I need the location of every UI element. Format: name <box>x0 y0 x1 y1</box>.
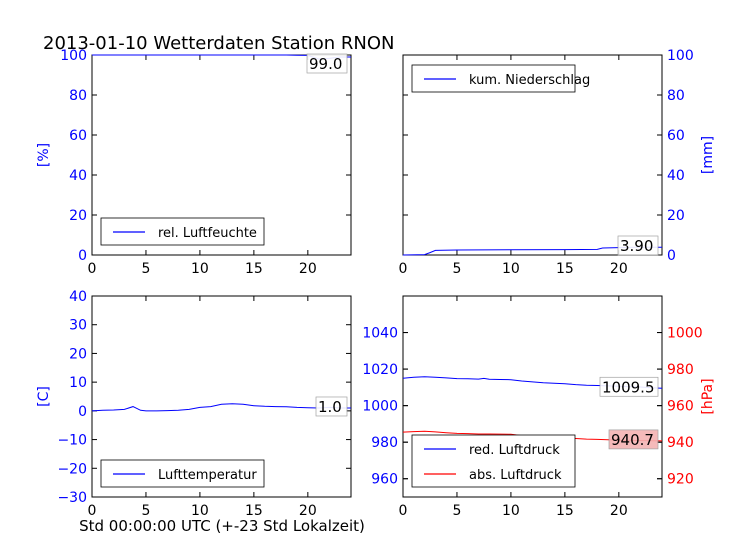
y-tick-label: 10 <box>69 375 87 391</box>
y-tick-label-right: 1000 <box>667 326 703 342</box>
x-axis-label: Std 00:00:00 UTC (+-23 Std Lokalzeit) <box>79 517 365 535</box>
y-tick-label: 0 <box>667 248 676 264</box>
y-axis-label: [hPa] <box>700 378 716 414</box>
x-tick-label: 5 <box>452 261 461 277</box>
y-tick-label: 60 <box>667 128 685 144</box>
y-tick-label: 0 <box>78 248 87 264</box>
y-tick-label-left: 1040 <box>362 326 398 342</box>
x-tick-label: 0 <box>88 261 97 277</box>
legend-box <box>100 459 265 488</box>
x-tick-label: 20 <box>299 261 317 277</box>
x-tick-label: 5 <box>452 503 461 519</box>
y-tick-label-left: 1020 <box>362 362 398 378</box>
x-tick-label: 15 <box>245 503 263 519</box>
y-tick-label: 60 <box>69 128 87 144</box>
legend-label: red. Luftdruck <box>469 443 560 458</box>
y-tick-label-right: 960 <box>667 399 694 415</box>
legend-label: rel. Luftfeuchte <box>158 226 257 241</box>
x-tick-label: 15 <box>556 503 574 519</box>
legend-label: kum. Niederschlag <box>469 73 590 88</box>
value-annotation-box <box>315 396 348 417</box>
value-annotation: 1.0 <box>318 398 342 416</box>
panel-temperature: 0 5 10 15 20 −30 −20 −10 0 10 20 30 40 [C] 1.0 Lufttemp… <box>36 289 352 519</box>
y-tick-label: 40 <box>69 289 87 305</box>
y-tick-label: 20 <box>69 346 87 362</box>
y-tick-label: 40 <box>667 168 685 184</box>
x-tick-label: 0 <box>399 261 408 277</box>
y-tick-label: 100 <box>667 48 694 64</box>
value-annotation: 940.7 <box>611 431 654 449</box>
x-tick-label: 10 <box>191 261 209 277</box>
x-tick-label: 5 <box>141 261 150 277</box>
y-tick-label-right: 920 <box>667 472 694 488</box>
legend-label: Lufttemperatur <box>158 468 257 483</box>
value-annotation-box <box>599 376 659 397</box>
x-tick-label: 5 <box>141 503 150 519</box>
value-annotation-box <box>306 53 348 74</box>
y-tick-label: 100 <box>60 48 87 64</box>
axes-frame <box>91 295 352 498</box>
y-tick-label: 40 <box>69 168 87 184</box>
value-annotation-box <box>617 235 659 256</box>
x-tick-label: 15 <box>245 261 263 277</box>
y-tick-label: 80 <box>69 88 87 104</box>
x-tick-label: 0 <box>399 503 408 519</box>
axes-frame <box>402 295 663 498</box>
x-tick-label: 20 <box>610 261 628 277</box>
y-tick-label: −10 <box>57 433 87 449</box>
y-tick-label: 30 <box>69 318 87 334</box>
chart-title: 2013-01-10 Wetterdaten Station RNON <box>43 33 394 54</box>
value-annotation: 3.90 <box>620 237 653 255</box>
value-annotation-box <box>608 429 659 450</box>
y-tick-label-left: 980 <box>371 435 398 451</box>
value-annotation: 99.0 <box>309 55 342 73</box>
legend-box <box>100 217 265 246</box>
y-axis-label: [mm] <box>700 136 716 174</box>
y-tick-label-left: 960 <box>371 472 398 488</box>
y-tick-label: 20 <box>667 208 685 224</box>
x-tick-label: 20 <box>299 503 317 519</box>
axes-frame <box>402 54 663 256</box>
x-tick-label: 15 <box>556 261 574 277</box>
y-axis-label: [%] <box>36 143 52 167</box>
panel-precipitation: 0 5 10 15 20 0 20 40 60 80 100 [mm] 3.90 kum. Nieders… <box>399 48 716 277</box>
panel-humidity: 0 5 10 15 20 0 20 40 60 80 100 [%] 99.0 rel. Luftfeuc… <box>36 48 352 277</box>
x-tick-label: 0 <box>88 503 97 519</box>
y-tick-label-right: 980 <box>667 362 694 378</box>
legend-label: abs. Luftdruck <box>469 468 562 483</box>
value-annotation: 1009.5 <box>602 378 655 396</box>
x-tick-label: 20 <box>610 503 628 519</box>
y-tick-label-left: 1000 <box>362 399 398 415</box>
panel-pressure: 0 5 10 15 20 960 980 1000 1020 1040 920 940 960 980 10… <box>362 295 716 519</box>
x-tick-label: 10 <box>191 503 209 519</box>
series-line-1 <box>91 403 351 412</box>
y-tick-label: −20 <box>57 461 87 477</box>
x-tick-label: 10 <box>502 503 520 519</box>
y-tick-label: −30 <box>57 490 87 506</box>
y-tick-label: 0 <box>78 404 87 420</box>
y-axis-label: [C] <box>36 386 52 407</box>
y-tick-label: 20 <box>69 208 87 224</box>
y-tick-label-right: 940 <box>667 435 694 451</box>
legend-box <box>411 434 576 488</box>
y-tick-label: 80 <box>667 88 685 104</box>
x-tick-label: 10 <box>502 261 520 277</box>
